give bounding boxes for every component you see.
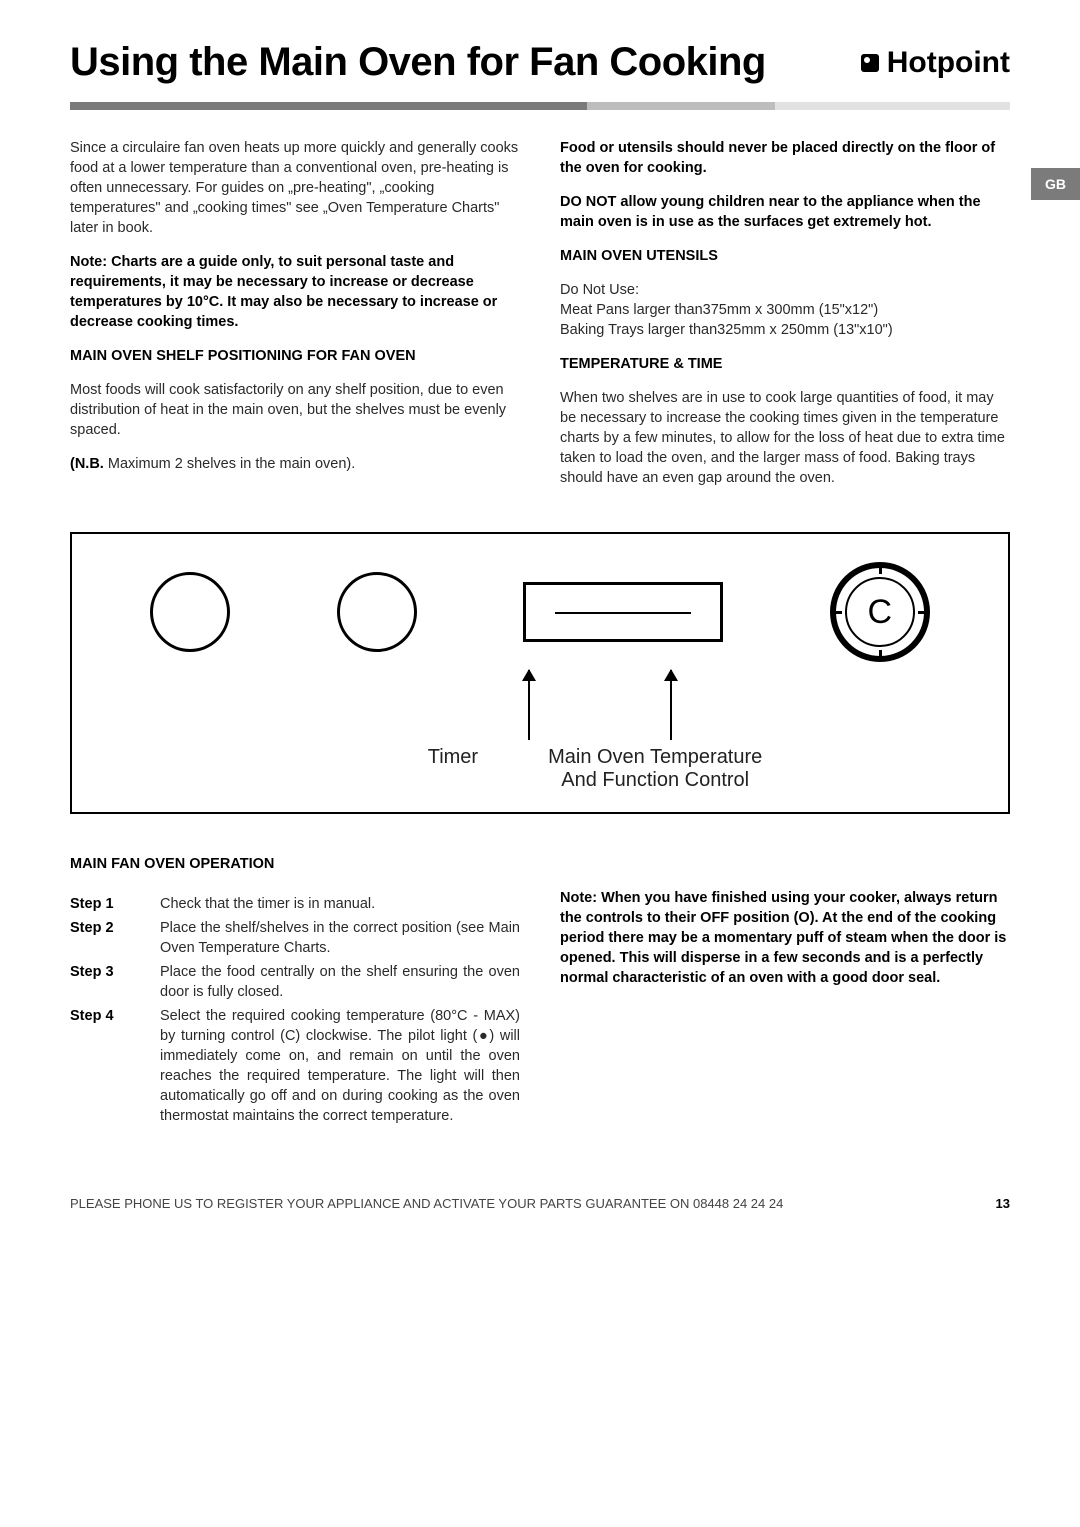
header-rule xyxy=(70,102,1010,110)
language-tab: GB xyxy=(1031,168,1080,200)
step-text: Select the required cooking temperature … xyxy=(160,1006,520,1126)
knob-icon xyxy=(337,572,417,652)
utensils-heading: MAIN OVEN UTENSILS xyxy=(560,246,1010,266)
label-control-line1: Main Oven Temperature xyxy=(548,746,762,769)
nb-text: Maximum 2 shelves in the main oven). xyxy=(104,456,355,472)
brand-mark-icon xyxy=(861,54,879,72)
step-text: Place the shelf/shelves in the correct p… xyxy=(160,918,520,958)
temp-paragraph: When two shelves are in use to cook larg… xyxy=(560,388,1010,488)
utensils-sub: Do Not Use: xyxy=(560,280,1010,300)
temp-heading: TEMPERATURE & TIME xyxy=(560,354,1010,374)
nb-line: (N.B. Maximum 2 shelves in the main oven… xyxy=(70,454,520,474)
step-label: Step 4 xyxy=(70,1006,150,1126)
step-text: Check that the timer is in manual. xyxy=(160,894,520,914)
nb-prefix: (N.B. xyxy=(70,456,104,472)
brand-name: Hotpoint xyxy=(887,46,1010,80)
finish-note: Note: When you have finished using your … xyxy=(560,888,1010,988)
control-panel-diagram: C Timer Main Oven Temperature And Functi… xyxy=(70,532,1010,814)
brand-logo: Hotpoint xyxy=(861,46,1010,80)
label-timer: Timer xyxy=(428,746,478,792)
warning-1: Food or utensils should never be placed … xyxy=(560,138,1010,178)
diagram-labels: Timer Main Oven Temperature And Function… xyxy=(112,746,968,792)
shelf-paragraph: Most foods will cook satisfactorily on a… xyxy=(70,380,520,440)
utensils-line-2: Baking Trays larger than325mm x 250mm (1… xyxy=(560,320,1010,340)
body-columns: Since a circulaire fan oven heats up mor… xyxy=(70,138,1010,502)
operation-left: MAIN FAN OVEN OPERATION Step 1 Check tha… xyxy=(70,854,520,1126)
operation-right: Note: When you have finished using your … xyxy=(560,854,1010,1126)
step-label: Step 3 xyxy=(70,962,150,1002)
page-number: 13 xyxy=(996,1196,1010,1211)
timer-display-icon xyxy=(523,582,723,642)
manual-page: Using the Main Oven for Fan Cooking Hotp… xyxy=(0,0,1080,1241)
arrow-up-icon xyxy=(528,670,530,740)
panel-row: C xyxy=(112,562,968,662)
page-footer: PLEASE PHONE US TO REGISTER YOUR APPLIAN… xyxy=(70,1196,1010,1211)
intro-paragraph: Since a circulaire fan oven heats up mor… xyxy=(70,138,520,238)
label-control: Main Oven Temperature And Function Contr… xyxy=(548,746,762,792)
warning-2: DO NOT allow young children near to the … xyxy=(560,192,1010,232)
step-label: Step 2 xyxy=(70,918,150,958)
shelf-heading: MAIN OVEN SHELF POSITIONING FOR FAN OVEN xyxy=(70,346,520,366)
note-paragraph: Note: Charts are a guide only, to suit p… xyxy=(70,252,520,332)
arrow-up-icon xyxy=(670,670,672,740)
main-oven-knob-icon: C xyxy=(830,562,930,662)
steps-list: Step 1 Check that the timer is in manual… xyxy=(70,894,520,1126)
arrow-row xyxy=(112,670,968,740)
knob-letter: C xyxy=(845,577,915,647)
operation-columns: MAIN FAN OVEN OPERATION Step 1 Check tha… xyxy=(70,854,1010,1126)
left-column: Since a circulaire fan oven heats up mor… xyxy=(70,138,520,502)
header: Using the Main Oven for Fan Cooking Hotp… xyxy=(70,40,1010,84)
step-text: Place the food centrally on the shelf en… xyxy=(160,962,520,1002)
step-label: Step 1 xyxy=(70,894,150,914)
knob-icon xyxy=(150,572,230,652)
utensils-line-1: Meat Pans larger than375mm x 300mm (15"x… xyxy=(560,300,1010,320)
footer-text: PLEASE PHONE US TO REGISTER YOUR APPLIAN… xyxy=(70,1196,783,1211)
page-title: Using the Main Oven for Fan Cooking xyxy=(70,40,766,84)
label-control-line2: And Function Control xyxy=(548,769,762,792)
right-column: Food or utensils should never be placed … xyxy=(560,138,1010,502)
operation-heading: MAIN FAN OVEN OPERATION xyxy=(70,854,520,874)
